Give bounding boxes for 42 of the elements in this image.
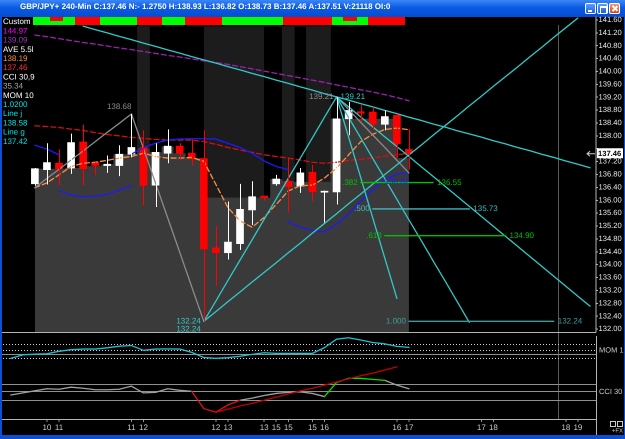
series-label: .382 xyxy=(342,178,358,187)
x-tick-label: 18 xyxy=(561,423,571,432)
annotation: 144.97 xyxy=(3,26,28,36)
series-label: 1.000 xyxy=(386,316,406,326)
series-label: .500 xyxy=(354,204,370,214)
x-tick-label: 12 xyxy=(139,423,148,432)
data-label: 134.90 xyxy=(509,230,535,240)
data-label: 139.21 xyxy=(309,92,334,102)
annotation: CCI 30,9 xyxy=(3,72,36,82)
x-tick-label: 15 xyxy=(272,423,282,432)
annotation: 137.42 xyxy=(3,136,28,146)
x-tick-label: 17 xyxy=(476,423,486,432)
data-label: 135.73 xyxy=(473,204,498,214)
annotation: Line g xyxy=(3,128,25,137)
x-tick-label: 15 xyxy=(284,423,294,432)
x-tick-label: 13 xyxy=(260,423,270,432)
x-tick-label: 11 xyxy=(127,423,136,432)
x-tick-label: 16 xyxy=(392,423,402,432)
x-tick-label: 19 xyxy=(573,423,583,432)
annotation: MOM 10 xyxy=(3,90,34,100)
annotation: 139.09 xyxy=(3,36,28,45)
data-label: 139.21 xyxy=(340,92,366,102)
x-tick-label: 15 xyxy=(308,423,318,432)
annotation: 35.34 xyxy=(3,82,24,91)
x-tick-label: 16 xyxy=(320,423,330,432)
data-label: 132.24 xyxy=(176,324,202,334)
x-tick-label: 11 xyxy=(54,423,64,432)
annotation: 1.0200 xyxy=(3,100,28,110)
annotation: 138.19 xyxy=(3,54,28,64)
data-label: 132.24 xyxy=(176,316,202,326)
chart-title: GBP/JPY+ 240-Min C:137.46 N:- 1.2750 H:138.93 L:136.82 O:138.73 B:137.46 A:137.51 V:21118 OI:0 xyxy=(20,2,390,13)
x-tick-label: 18 xyxy=(488,423,498,432)
x-tick-label: 10 xyxy=(42,423,52,432)
x-tick-label: 13 xyxy=(223,423,233,432)
annotation: Custom xyxy=(3,17,31,26)
x-tick-label: 17 xyxy=(404,423,414,432)
annotation: 137.46 xyxy=(3,63,28,72)
annotation: Line j xyxy=(3,109,22,118)
x-tick-label: 12 xyxy=(211,423,221,432)
annotation: AVE 5.5l xyxy=(3,44,34,54)
annotation: 138.58 xyxy=(3,118,28,128)
data-label: 138.68 xyxy=(106,102,132,112)
